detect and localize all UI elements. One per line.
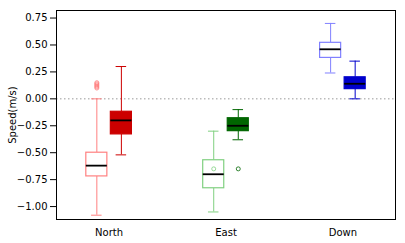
svg-text:0.00: 0.00	[25, 93, 47, 104]
svg-text:−0.75: −0.75	[17, 174, 48, 185]
svg-text:0.25: 0.25	[25, 66, 47, 77]
svg-text:−1.00: −1.00	[17, 201, 48, 212]
svg-text:−0.25: −0.25	[17, 120, 48, 131]
svg-text:Down: Down	[329, 227, 357, 238]
svg-text:East: East	[215, 227, 237, 238]
svg-text:0.50: 0.50	[25, 39, 47, 50]
svg-text:Speed(m/s): Speed(m/s)	[7, 86, 18, 144]
svg-text:North: North	[95, 227, 123, 238]
svg-text:−0.50: −0.50	[17, 147, 48, 158]
svg-text:0.75: 0.75	[25, 12, 47, 23]
